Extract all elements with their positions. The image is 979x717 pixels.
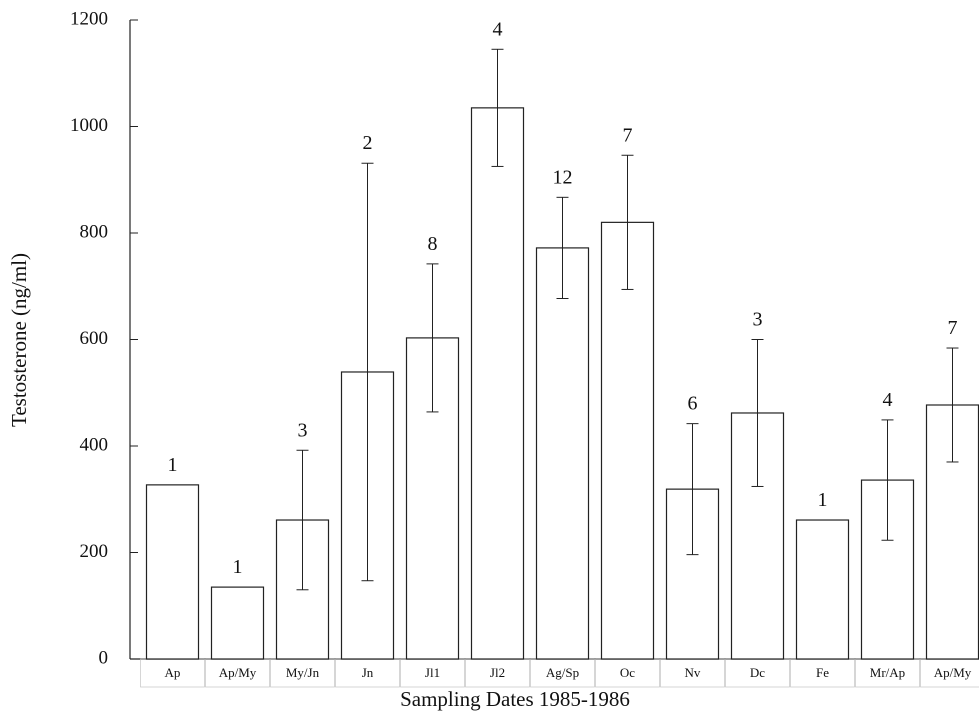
error-bar: [686, 423, 699, 556]
sample-size-label: 1: [233, 556, 243, 578]
x-tick-label: Dc: [750, 665, 765, 680]
sample-size-label: 12: [553, 166, 573, 188]
y-tick-label: 0: [99, 647, 109, 668]
sample-size-label: 8: [428, 233, 438, 255]
sample-size-label: 4: [493, 18, 503, 40]
x-tick-label: Jl1: [425, 665, 440, 680]
bar: [795, 519, 850, 660]
x-tick-label: Ap: [165, 665, 181, 680]
sample-size-label: 4: [883, 389, 893, 411]
x-tick-label: Nv: [685, 665, 701, 680]
bar: [470, 107, 525, 660]
x-tick-label: Jl2: [490, 665, 505, 680]
sample-size-label: 1: [818, 489, 828, 511]
x-tick-label: My/Jn: [286, 665, 320, 680]
error-bar: [361, 162, 374, 582]
sample-size-label: 3: [298, 419, 308, 441]
x-tick-label: Mr/Ap: [870, 665, 905, 680]
bar: [210, 586, 265, 660]
y-tick-label: 200: [80, 541, 109, 562]
y-tick-label: 1000: [70, 115, 108, 136]
x-axis-title: Sampling Dates 1985-1986: [400, 687, 630, 711]
error-bar: [946, 347, 959, 463]
x-tick-label: Ap/My: [219, 665, 257, 680]
bar: [600, 221, 655, 660]
sample-size-label: 6: [688, 393, 698, 415]
bar: [535, 247, 590, 660]
error-bar: [881, 419, 894, 541]
sample-size-label: 2: [363, 132, 373, 154]
y-tick-label: 1200: [70, 8, 108, 29]
y-tick-label: 400: [80, 434, 109, 455]
x-tick-label: Jn: [362, 665, 374, 680]
x-tick-label: Ap/My: [934, 665, 972, 680]
y-tick-label: 600: [80, 328, 109, 349]
error-bar: [491, 48, 504, 167]
sample-size-label: 1: [168, 454, 178, 476]
error-bar: [751, 339, 764, 487]
sample-size-label: 3: [753, 309, 763, 331]
error-bar: [296, 449, 309, 591]
error-bar: [621, 154, 634, 290]
sample-size-label: 7: [623, 124, 633, 146]
x-tick-label: Ag/Sp: [546, 665, 579, 680]
error-bar: [556, 196, 569, 299]
x-tick-label: Oc: [620, 665, 635, 680]
sample-size-label: 7: [948, 317, 958, 339]
y-axis-title: Testosterone (ng/ml): [7, 253, 31, 427]
y-tick-label: 800: [80, 221, 109, 242]
bar: [145, 484, 200, 660]
x-tick-label: Fe: [816, 665, 829, 680]
error-bar: [426, 263, 439, 413]
